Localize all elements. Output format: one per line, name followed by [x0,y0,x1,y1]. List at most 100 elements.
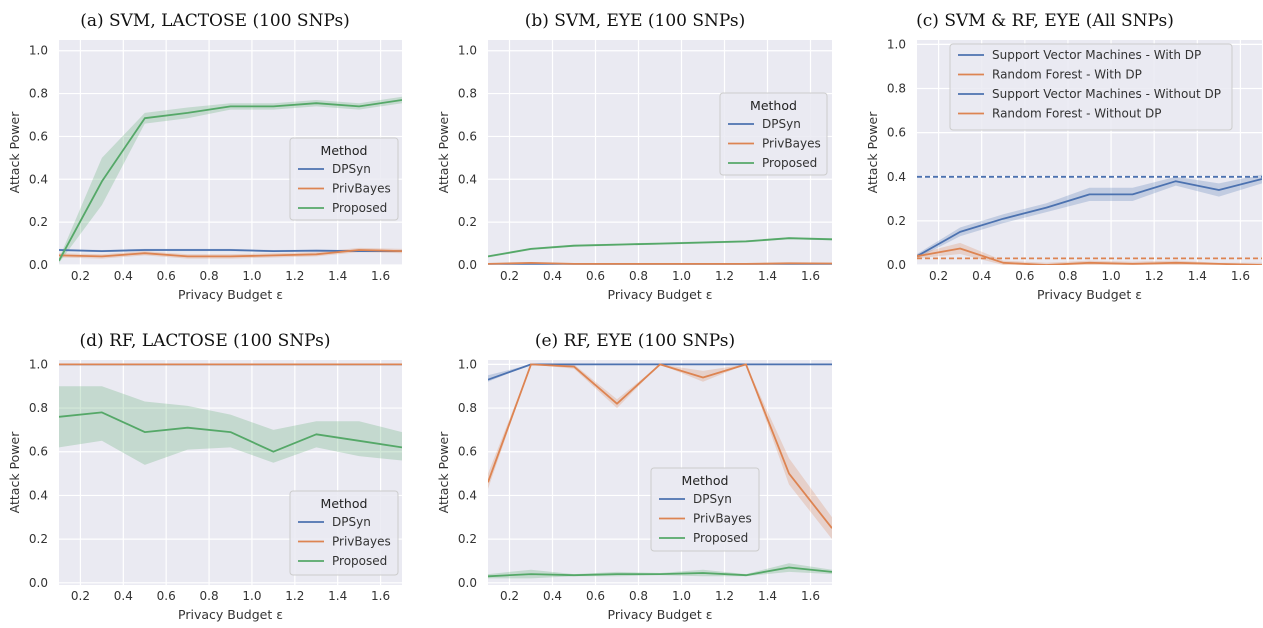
x-tick-label: 0.8 [629,589,648,603]
series-line [59,411,402,453]
x-tick-label: 0.4 [972,269,991,283]
y-tick-label: 0.4 [29,172,48,186]
y-tick-label: 0.0 [458,258,477,272]
series-line [917,178,1262,257]
x-tick-label: 1.4 [1188,269,1207,283]
y-tick-label: 0.2 [29,532,48,546]
x-tick-label: 1.0 [242,589,261,603]
legend-entry: DPSyn [332,162,371,176]
legend-entry: PrivBayes [332,535,391,549]
y-tick-label: 0.8 [458,401,477,415]
panel-d-plot: 0.2 0.4 0.6 0.8 1.0 1.2 1.4 1.6 0.0 0.2 0.4 0.6 0.8 1… [7,357,402,622]
x-tick-label: 1.0 [672,589,691,603]
x-tick-label: 1.6 [801,269,820,283]
legend: Method DPSyn PrivBayes Proposed [289,137,399,221]
legend-entry: Proposed [332,554,387,568]
legend-box [650,467,760,552]
panel-d-title: (d) RF, LACTOSE (100 SNPs) [80,331,331,351]
legend-entry: PrivBayes [332,182,391,196]
y-tick-label: 0.0 [887,258,906,272]
legend-entry: Support Vector Machines - Without DP [992,87,1221,101]
y-tick-label: 1.0 [458,44,477,58]
x-tick-label: 0.8 [1058,269,1077,283]
y-tick-label: 0.2 [29,215,48,229]
panel-c: (c) SVM & RF, EYE (All SNPs) 0.2 0.4 0.6 0.… [865,11,1262,302]
legend-title: Method [682,473,729,488]
x-tick-label: 0.2 [500,269,519,283]
legend: Method DPSyn PrivBayes Proposed [719,92,828,176]
series-layer [488,237,832,265]
series-line [59,249,402,258]
y-tick-label: 1.0 [458,357,477,371]
legend-entry: Support Vector Machines - With DP [992,48,1201,62]
x-tick-label: 0.4 [543,269,562,283]
y-tick-label: 0.8 [29,401,48,415]
y-tick-label: 0.8 [887,82,906,96]
legend-title: Method [750,98,797,113]
series-line [488,262,832,265]
confidence-band [917,242,1262,265]
y-tick-label: 0.6 [29,129,48,143]
legend-entry: Random Forest - With DP [992,68,1142,82]
x-tick-label: 0.6 [157,589,176,603]
legend-box [289,490,399,576]
series-line [488,237,832,258]
confidence-band [59,247,402,259]
series-line [59,99,402,262]
legend-entry: DPSyn [693,492,732,506]
legend-title: Method [321,496,368,511]
x-tick-label: 0.8 [200,589,219,603]
x-tick-label: 1.0 [242,269,261,283]
legend-entry: PrivBayes [762,137,821,151]
x-tick-label: 1.2 [285,589,304,603]
panel-e-plot: 0.2 0.4 0.6 0.8 1.0 1.2 1.4 1.6 0.0 0.2 0.4 0.6 0.8 1… [436,357,832,622]
x-tick-label: 1.2 [715,269,734,283]
y-tick-label: 0.6 [887,126,906,140]
panel-c-title: (c) SVM & RF, EYE (All SNPs) [916,11,1174,31]
y-axis-label: Attack Power [7,431,22,514]
series-line [488,566,832,578]
legend-entry: DPSyn [332,515,371,529]
x-tick-label: 1.2 [285,269,304,283]
panel-e: (e) RF, EYE (100 SNPs) 0.2 0.4 0.6 0.8 1.0 1.… [436,331,832,622]
y-tick-label: 0.8 [29,87,48,101]
y-tick-label: 0.2 [458,215,477,229]
x-tick-label: 1.4 [758,269,777,283]
y-tick-label: 0.4 [887,170,906,184]
series-layer [59,363,402,465]
y-tick-label: 0.0 [458,576,477,590]
x-tick-label: 1.2 [1145,269,1164,283]
series-layer [488,363,832,579]
legend-box [719,92,828,176]
x-tick-label: 1.4 [758,589,777,603]
x-tick-label: 0.8 [200,269,219,283]
x-tick-label: 0.2 [500,589,519,603]
x-axis-label: Privacy Budget ε [1037,287,1142,302]
x-tick-label: 0.4 [114,589,133,603]
panel-e-title: (e) RF, EYE (100 SNPs) [535,331,735,351]
legend-entry: Proposed [332,201,387,215]
panel-a: (a) SVM, LACTOSE (100 SNPs) 0.2 0.4 0.6 0.8… [7,11,402,302]
panel-b: (b) SVM, EYE (100 SNPs) 0.2 0.4 0.6 0.8 1.0 1… [436,11,832,302]
x-tick-label: 0.8 [629,269,648,283]
confidence-band [59,386,402,465]
y-tick-label: 0.4 [458,488,477,502]
confidence-band [917,174,1262,259]
y-tick-label: 1.0 [29,44,48,58]
series-line [917,247,1262,265]
x-tick-label: 0.6 [157,269,176,283]
legend-box [949,43,1233,131]
legend: Method DPSyn PrivBayes Proposed [289,490,399,576]
x-tick-label: 0.4 [543,589,562,603]
x-tick-label: 0.2 [71,269,90,283]
y-tick-label: 0.8 [458,87,477,101]
y-tick-label: 0.4 [458,172,477,186]
y-tick-label: 0.6 [458,445,477,459]
y-axis-label: Attack Power [436,111,451,194]
legend: Method DPSyn PrivBayes Proposed [650,467,760,552]
x-tick-label: 1.2 [715,589,734,603]
y-tick-label: 0.6 [29,445,48,459]
legend-entry: Proposed [762,156,817,170]
y-tick-label: 1.0 [887,37,906,51]
